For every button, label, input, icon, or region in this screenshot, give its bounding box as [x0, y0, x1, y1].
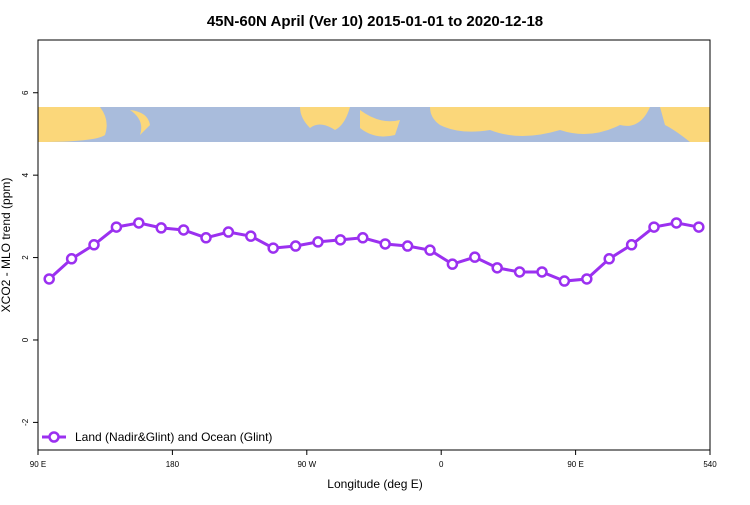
- series-line: [48, 221, 700, 283]
- data-point: [133, 217, 145, 229]
- data-point: [312, 236, 324, 248]
- data-point: [581, 273, 593, 285]
- data-point: [625, 239, 638, 251]
- data-point: [379, 238, 391, 250]
- data-point: [245, 230, 257, 242]
- map-band: [38, 107, 710, 142]
- data-point: [491, 262, 503, 274]
- data-point: [110, 221, 123, 233]
- data-point: [513, 266, 526, 278]
- x-tick-label: 180: [166, 460, 180, 469]
- data-point: [693, 221, 705, 233]
- legend-marker: [48, 431, 60, 443]
- data-point: [65, 253, 78, 265]
- data-point: [177, 224, 190, 236]
- x-tick-label: 540: [703, 460, 717, 469]
- data-point: [200, 232, 212, 244]
- data-point: [334, 234, 347, 246]
- data-point: [558, 275, 571, 287]
- data-point: [670, 217, 683, 229]
- x-tick-label: 0: [439, 460, 444, 469]
- y-tick-label: 4: [21, 172, 30, 177]
- data-point: [648, 221, 660, 233]
- y-tick-label: 2: [21, 255, 30, 260]
- legend: Land (Nadir&Glint) and Ocean (Glint): [42, 430, 272, 444]
- data-point: [469, 251, 481, 263]
- y-tick-label: 0: [21, 337, 30, 342]
- x-tick-label: 90 W: [297, 460, 316, 469]
- x-tick-label: 90 E: [30, 460, 46, 469]
- data-point: [603, 253, 615, 265]
- data-point: [155, 222, 167, 234]
- y-tick-label: -2: [21, 418, 30, 426]
- data-point: [536, 266, 548, 278]
- data-point: [424, 244, 436, 256]
- data-point: [267, 242, 279, 254]
- data-point: [289, 240, 302, 252]
- legend-label: Land (Nadir&Glint) and Ocean (Glint): [75, 430, 272, 444]
- y-axis-label: XCO2 - MLO trend (ppm): [0, 178, 13, 313]
- data-point: [88, 239, 100, 251]
- data-point: [43, 273, 55, 285]
- x-axis-label: Longitude (deg E): [327, 477, 422, 491]
- chart-title: 45N-60N April (Ver 10) 2015-01-01 to 202…: [207, 13, 543, 30]
- data-point: [401, 240, 414, 252]
- data-point: [357, 232, 369, 244]
- plot-frame: [37, 39, 711, 451]
- data-point: [222, 226, 235, 238]
- y-tick-label: 6: [21, 90, 30, 95]
- x-tick-label: 90 E: [567, 460, 583, 469]
- data-point: [446, 258, 459, 270]
